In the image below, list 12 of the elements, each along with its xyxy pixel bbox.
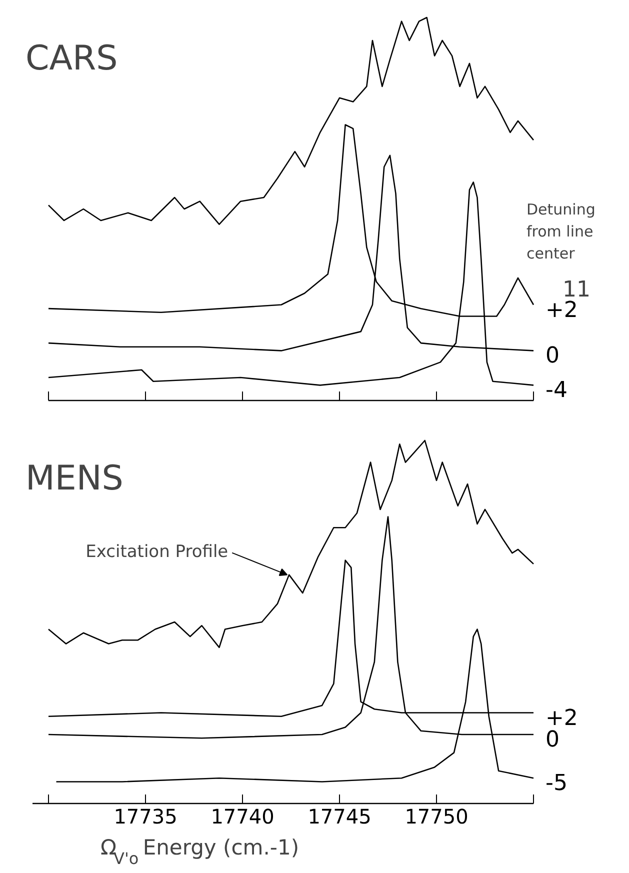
series-label: 0 — [546, 344, 560, 369]
x-tick-label: 17745 — [308, 804, 372, 828]
series-label: -4 — [546, 378, 568, 404]
annotation: Excitation Profile — [86, 542, 228, 562]
legend-title: Detuning from line center — [526, 200, 596, 262]
series-label: +2 — [546, 298, 578, 323]
x-tick-label: 17735 — [114, 804, 178, 828]
series-label: -5 — [546, 771, 568, 796]
x-tick-label: 17740 — [210, 804, 274, 828]
text: CARS — [26, 38, 118, 78]
x-tick-label: 17750 — [404, 804, 468, 828]
text: MENS — [26, 458, 124, 498]
